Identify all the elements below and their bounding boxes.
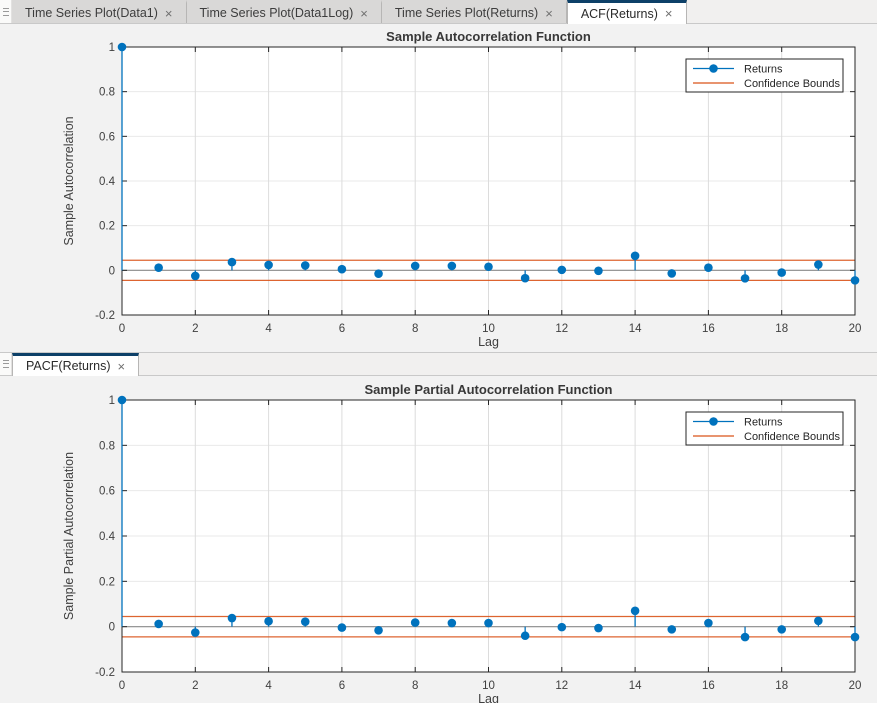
svg-text:Sample Autocorrelation Functio: Sample Autocorrelation Function xyxy=(386,29,591,44)
pane-drag-handle[interactable] xyxy=(0,0,12,23)
svg-text:18: 18 xyxy=(775,680,788,692)
svg-text:0: 0 xyxy=(109,265,115,277)
tab-label: Time Series Plot(Data1Log) xyxy=(199,6,354,20)
pacf-figure: 0 2 4 6 8 10 12 14 16 18 20 -0.2 0 0.2 0.4 0.6 0.8 1 Sampl… xyxy=(0,376,877,703)
close-icon[interactable]: × xyxy=(117,358,126,374)
svg-text:Lag: Lag xyxy=(478,335,499,349)
pacf-chart: 0 2 4 6 8 10 12 14 16 18 20 -0.2 0 0.2 0.4 0.6 0.8 1 Sampl… xyxy=(62,382,862,703)
tab-label: ACF(Returns) xyxy=(580,6,658,21)
tab-pacf-returns[interactable]: PACF(Returns) × xyxy=(12,353,140,376)
tab-time-series-plot-returns[interactable]: Time Series Plot(Returns) × xyxy=(381,0,567,23)
svg-text:0.6: 0.6 xyxy=(99,131,115,143)
svg-text:6: 6 xyxy=(339,680,345,692)
tab-label: Time Series Plot(Returns) xyxy=(394,6,539,20)
svg-text:-0.2: -0.2 xyxy=(95,310,115,322)
svg-text:6: 6 xyxy=(339,323,345,335)
svg-text:2: 2 xyxy=(192,680,198,692)
svg-text:0.6: 0.6 xyxy=(99,486,115,498)
svg-text:0: 0 xyxy=(109,622,115,634)
svg-text:14: 14 xyxy=(629,680,642,692)
tab-time-series-plot-data1log[interactable]: Time Series Plot(Data1Log) × xyxy=(186,0,382,23)
acf-chart: 0 2 4 6 8 10 12 14 16 18 20 -0.2 0 0.2 0.4 0.6 0.8 1 Sampl… xyxy=(62,29,862,349)
tab-acf-returns[interactable]: ACF(Returns) × xyxy=(566,0,687,24)
acf-pane: Time Series Plot(Data1) × Time Series Pl… xyxy=(0,0,877,352)
svg-text:1: 1 xyxy=(109,42,115,54)
tab-label: Time Series Plot(Data1) xyxy=(25,6,158,20)
svg-text:0.2: 0.2 xyxy=(99,576,115,588)
svg-text:Sample Partial Autocorrelation: Sample Partial Autocorrelation xyxy=(62,452,76,620)
svg-text:Returns: Returns xyxy=(744,417,783,429)
svg-text:12: 12 xyxy=(555,323,568,335)
svg-text:20: 20 xyxy=(849,680,862,692)
svg-text:Sample Autocorrelation: Sample Autocorrelation xyxy=(62,116,76,245)
svg-text:14: 14 xyxy=(629,323,642,335)
svg-text:Sample Partial Autocorrelation: Sample Partial Autocorrelation Function xyxy=(365,382,613,397)
pacf-pane: PACF(Returns) × 0 2 4 6 8 10 12 14 16 18 20 -0.2 0 0.… xyxy=(0,352,877,703)
svg-text:0.2: 0.2 xyxy=(99,221,115,233)
svg-text:Returns: Returns xyxy=(744,64,783,76)
pane-drag-handle[interactable] xyxy=(0,353,12,375)
svg-text:-0.2: -0.2 xyxy=(95,667,115,679)
svg-text:0.8: 0.8 xyxy=(99,440,115,452)
svg-text:0.4: 0.4 xyxy=(99,531,116,543)
svg-text:Confidence Bounds: Confidence Bounds xyxy=(744,431,841,443)
svg-text:16: 16 xyxy=(702,680,715,692)
svg-text:10: 10 xyxy=(482,323,495,335)
svg-text:0.8: 0.8 xyxy=(99,87,115,99)
svg-text:0: 0 xyxy=(119,323,125,335)
close-icon[interactable]: × xyxy=(664,6,673,21)
svg-text:16: 16 xyxy=(702,323,715,335)
acf-tab-bar: Time Series Plot(Data1) × Time Series Pl… xyxy=(0,0,877,24)
svg-text:Confidence Bounds: Confidence Bounds xyxy=(744,78,841,90)
acf-figure: 0 2 4 6 8 10 12 14 16 18 20 -0.2 0 0.2 0.4 0.6 0.8 1 Sampl… xyxy=(0,24,877,352)
close-icon[interactable]: × xyxy=(360,5,368,21)
tab-label: PACF(Returns) xyxy=(26,359,111,373)
svg-text:8: 8 xyxy=(412,680,418,692)
svg-text:Lag: Lag xyxy=(478,692,499,703)
svg-text:18: 18 xyxy=(775,323,788,335)
svg-text:20: 20 xyxy=(849,323,862,335)
svg-text:0: 0 xyxy=(119,680,125,692)
close-icon[interactable]: × xyxy=(164,5,173,21)
tab-time-series-plot-data1[interactable]: Time Series Plot(Data1) × xyxy=(12,0,187,23)
svg-text:0.4: 0.4 xyxy=(99,176,116,188)
svg-text:8: 8 xyxy=(412,323,418,335)
grip-icon xyxy=(2,7,9,16)
close-icon[interactable]: × xyxy=(545,5,553,21)
svg-text:12: 12 xyxy=(555,680,568,692)
pacf-tab-bar: PACF(Returns) × xyxy=(0,352,877,376)
svg-text:1: 1 xyxy=(109,395,115,407)
grip-icon xyxy=(2,360,9,368)
svg-text:4: 4 xyxy=(265,323,272,335)
svg-text:4: 4 xyxy=(265,680,272,692)
svg-text:10: 10 xyxy=(482,680,495,692)
svg-text:2: 2 xyxy=(192,323,198,335)
